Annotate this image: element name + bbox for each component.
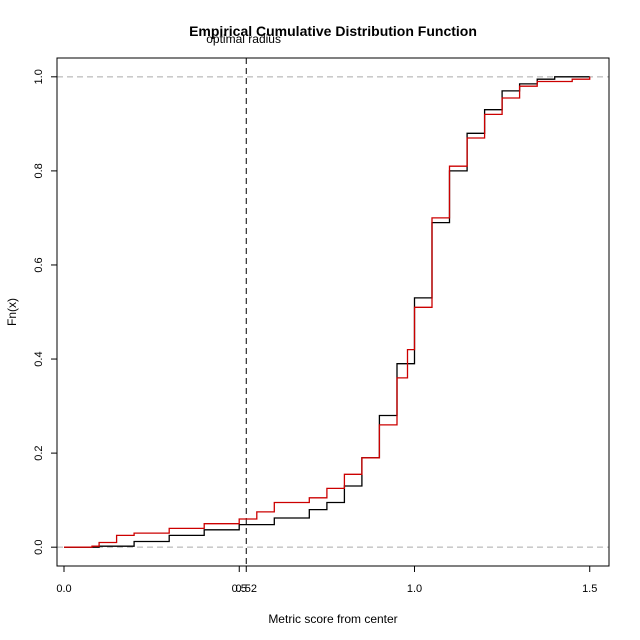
x-tick-label: 0.0 [56, 583, 71, 595]
x-axis-label: Metric score from center [268, 612, 397, 626]
y-tick-label: 0.4 [33, 351, 45, 366]
x-tick-label: 0.52 [236, 583, 257, 595]
y-tick-label: 0.0 [33, 540, 45, 555]
chart-title: Empirical Cumulative Distribution Functi… [189, 23, 477, 39]
plot-frame [56, 57, 610, 567]
y-tick-label: 0.2 [33, 445, 45, 460]
x-tick-label: 1.0 [407, 583, 422, 595]
y-tick-label: 0.8 [33, 163, 45, 178]
y-tick-label: 0.6 [33, 257, 45, 272]
ecdf-series-line-1 [64, 76, 591, 548]
reference-line-label: optimal radius [206, 32, 281, 46]
y-tick-label: 1.0 [33, 69, 45, 84]
x-tick-label: 0.5 [232, 583, 247, 595]
ecdf-series-line-0 [64, 76, 590, 548]
y-axis-label: Fn(x) [5, 298, 19, 326]
x-tick-label: 1.5 [582, 583, 597, 595]
